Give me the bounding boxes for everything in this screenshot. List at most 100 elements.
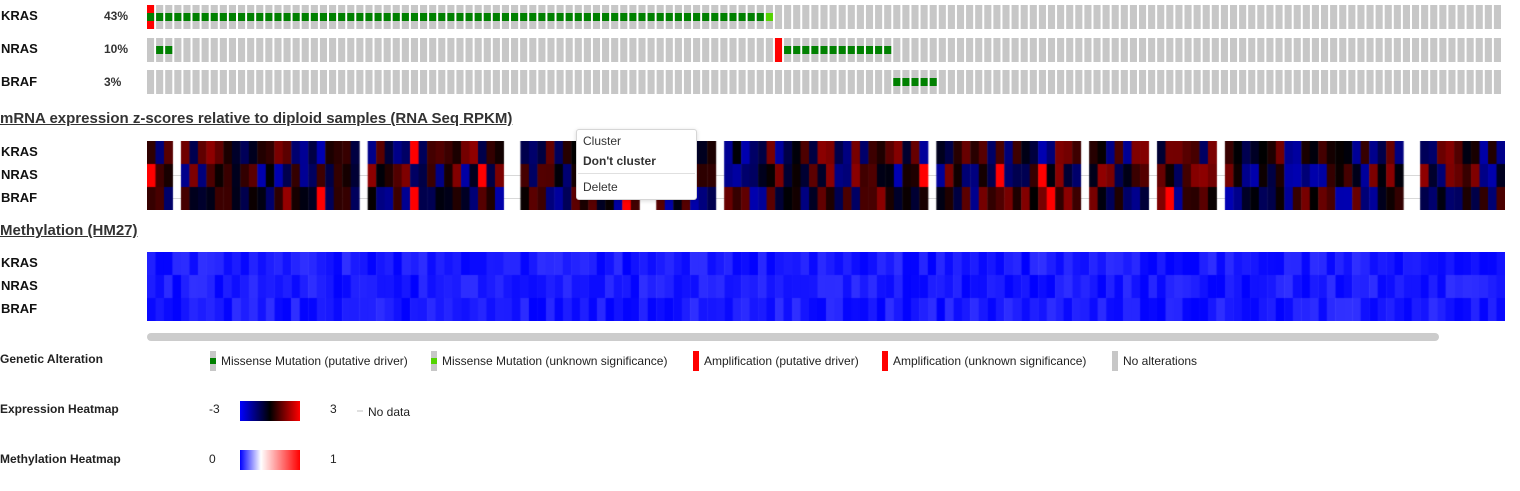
sample-cell[interactable]: [1111, 70, 1119, 94]
sample-cell[interactable]: [829, 70, 837, 94]
sample-cell[interactable]: [1148, 70, 1156, 94]
sample-cell[interactable]: [920, 5, 928, 29]
sample-cell[interactable]: [165, 70, 173, 94]
sample-cell[interactable]: [174, 38, 182, 62]
sample-cell[interactable]: [1038, 38, 1046, 62]
sample-cell[interactable]: [1375, 70, 1383, 94]
sample-cell[interactable]: [511, 70, 519, 94]
sample-cell[interactable]: [1220, 5, 1228, 29]
sample-cell[interactable]: [1448, 5, 1456, 29]
sample-cell[interactable]: [429, 70, 437, 94]
sample-cell[interactable]: [356, 70, 364, 94]
sample-cell[interactable]: [1384, 70, 1392, 94]
sample-cell[interactable]: [993, 5, 1001, 29]
sample-cell[interactable]: [1239, 38, 1247, 62]
sample-cell[interactable]: [674, 38, 682, 62]
sample-cell[interactable]: [1011, 38, 1019, 62]
sample-cell[interactable]: [729, 70, 737, 94]
sample-cell[interactable]: [210, 70, 218, 94]
sample-cell[interactable]: [374, 38, 382, 62]
sample-cell[interactable]: [1102, 5, 1110, 29]
sample-cell[interactable]: [975, 38, 983, 62]
sample-cell[interactable]: [602, 38, 610, 62]
sample-cell[interactable]: [738, 38, 746, 62]
sample-cell[interactable]: [665, 38, 673, 62]
sample-cell[interactable]: [1302, 5, 1310, 29]
sample-cell[interactable]: [938, 5, 946, 29]
sample-cell[interactable]: [1138, 38, 1147, 62]
sample-cell[interactable]: [1111, 38, 1119, 62]
sample-cell[interactable]: [1411, 70, 1420, 94]
sample-cell[interactable]: [1020, 70, 1028, 94]
sample-cell[interactable]: [784, 5, 792, 29]
sample-cell[interactable]: [292, 70, 300, 94]
sample-cell[interactable]: [147, 70, 155, 94]
sample-cell[interactable]: [884, 70, 892, 94]
sample-cell[interactable]: [1457, 70, 1465, 94]
sample-cell[interactable]: [1284, 70, 1292, 94]
sample-cell[interactable]: [192, 38, 200, 62]
sample-cell[interactable]: [829, 5, 837, 29]
sample-cell[interactable]: [683, 70, 692, 94]
sample-cell[interactable]: [793, 70, 801, 94]
sample-cell[interactable]: [592, 70, 601, 94]
sample-cell[interactable]: [429, 38, 437, 62]
sample-cell[interactable]: [1148, 38, 1156, 62]
sample-cell[interactable]: [884, 5, 892, 29]
sample-cell[interactable]: [702, 38, 710, 62]
sample-cell[interactable]: [1393, 38, 1401, 62]
sample-cell[interactable]: [183, 70, 191, 94]
sample-cell[interactable]: [1120, 38, 1128, 62]
sample-cell[interactable]: [1366, 5, 1374, 29]
sample-cell[interactable]: [802, 70, 810, 94]
sample-cell[interactable]: [1439, 70, 1447, 94]
sample-cell[interactable]: [1302, 70, 1310, 94]
sample-cell[interactable]: [374, 70, 382, 94]
sample-cell[interactable]: [1339, 38, 1347, 62]
sample-cell[interactable]: [1339, 5, 1347, 29]
sample-cell[interactable]: [1484, 38, 1492, 62]
sample-cell[interactable]: [1075, 38, 1083, 62]
sample-cell[interactable]: [319, 38, 328, 62]
sample-cell[interactable]: [1093, 38, 1101, 62]
sample-cell[interactable]: [301, 38, 309, 62]
sample-cell[interactable]: [1448, 38, 1456, 62]
sample-cell[interactable]: [984, 70, 992, 94]
sample-cell[interactable]: [602, 70, 610, 94]
sample-cell[interactable]: [556, 38, 564, 62]
sample-cell[interactable]: [1484, 5, 1492, 29]
sample-cell[interactable]: [774, 38, 783, 62]
sample-cell[interactable]: [1493, 38, 1501, 62]
sample-cell[interactable]: [1057, 38, 1065, 62]
sample-cell[interactable]: [401, 70, 409, 94]
sample-cell[interactable]: [1357, 70, 1365, 94]
sample-cell[interactable]: [1057, 5, 1065, 29]
sample-cell[interactable]: [1493, 5, 1501, 29]
sample-cell[interactable]: [956, 70, 965, 94]
sample-cell[interactable]: [456, 38, 464, 62]
kras-oncoprint-track[interactable]: [147, 5, 1503, 29]
sample-cell[interactable]: [192, 70, 200, 94]
sample-cell[interactable]: [1311, 38, 1319, 62]
sample-cell[interactable]: [256, 70, 264, 94]
sample-cell[interactable]: [1093, 5, 1101, 29]
sample-cell[interactable]: [1330, 70, 1338, 94]
sample-cell[interactable]: [1239, 5, 1247, 29]
sample-cell[interactable]: [1193, 38, 1201, 62]
sample-cell[interactable]: [1138, 70, 1147, 94]
sample-cell[interactable]: [1339, 70, 1347, 94]
sample-cell[interactable]: [629, 38, 637, 62]
sample-cell[interactable]: [1366, 70, 1374, 94]
sample-cell[interactable]: [292, 38, 300, 62]
sample-cell[interactable]: [529, 70, 537, 94]
sample-cell[interactable]: [1384, 5, 1392, 29]
sample-cell[interactable]: [1211, 70, 1219, 94]
sample-cell[interactable]: [1266, 5, 1274, 29]
sample-cell[interactable]: [847, 5, 855, 29]
sample-cell[interactable]: [1102, 70, 1110, 94]
sample-cell[interactable]: [238, 70, 246, 94]
sample-cell[interactable]: [993, 70, 1001, 94]
sample-cell[interactable]: [1402, 5, 1410, 29]
sample-cell[interactable]: [583, 70, 591, 94]
sample-cell[interactable]: [538, 38, 546, 62]
